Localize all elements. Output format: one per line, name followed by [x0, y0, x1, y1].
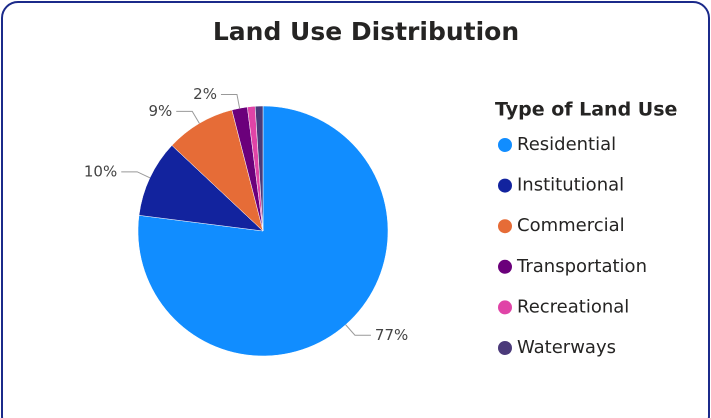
- data-label: 10%: [84, 162, 117, 180]
- legend-marker: [498, 259, 512, 274]
- leader-line: [176, 110, 200, 124]
- legend-marker: [498, 138, 512, 152]
- chart-title: Land Use Distribution: [213, 17, 519, 46]
- data-label: 77%: [375, 326, 408, 344]
- legend-marker: [498, 219, 512, 234]
- legend-label: Residential: [517, 134, 616, 155]
- pie-slice: [254, 105, 264, 232]
- legend-label: Waterways: [517, 337, 616, 358]
- legend-label: Commercial: [517, 215, 625, 236]
- legend-label: Recreational: [517, 296, 629, 317]
- data-label: 2%: [193, 85, 217, 103]
- leader-line: [121, 171, 151, 179]
- legend-marker: [498, 178, 512, 193]
- legend-label: Institutional: [517, 175, 624, 196]
- legend-label: Transportation: [516, 256, 647, 277]
- legend-marker: [498, 341, 512, 355]
- pie-slice: [138, 145, 264, 232]
- leader-line: [220, 93, 241, 109]
- data-label: 9%: [148, 102, 172, 120]
- legend-marker: [498, 300, 512, 315]
- legend-title: Type of Land Use: [495, 99, 677, 121]
- leader-line: [345, 324, 371, 336]
